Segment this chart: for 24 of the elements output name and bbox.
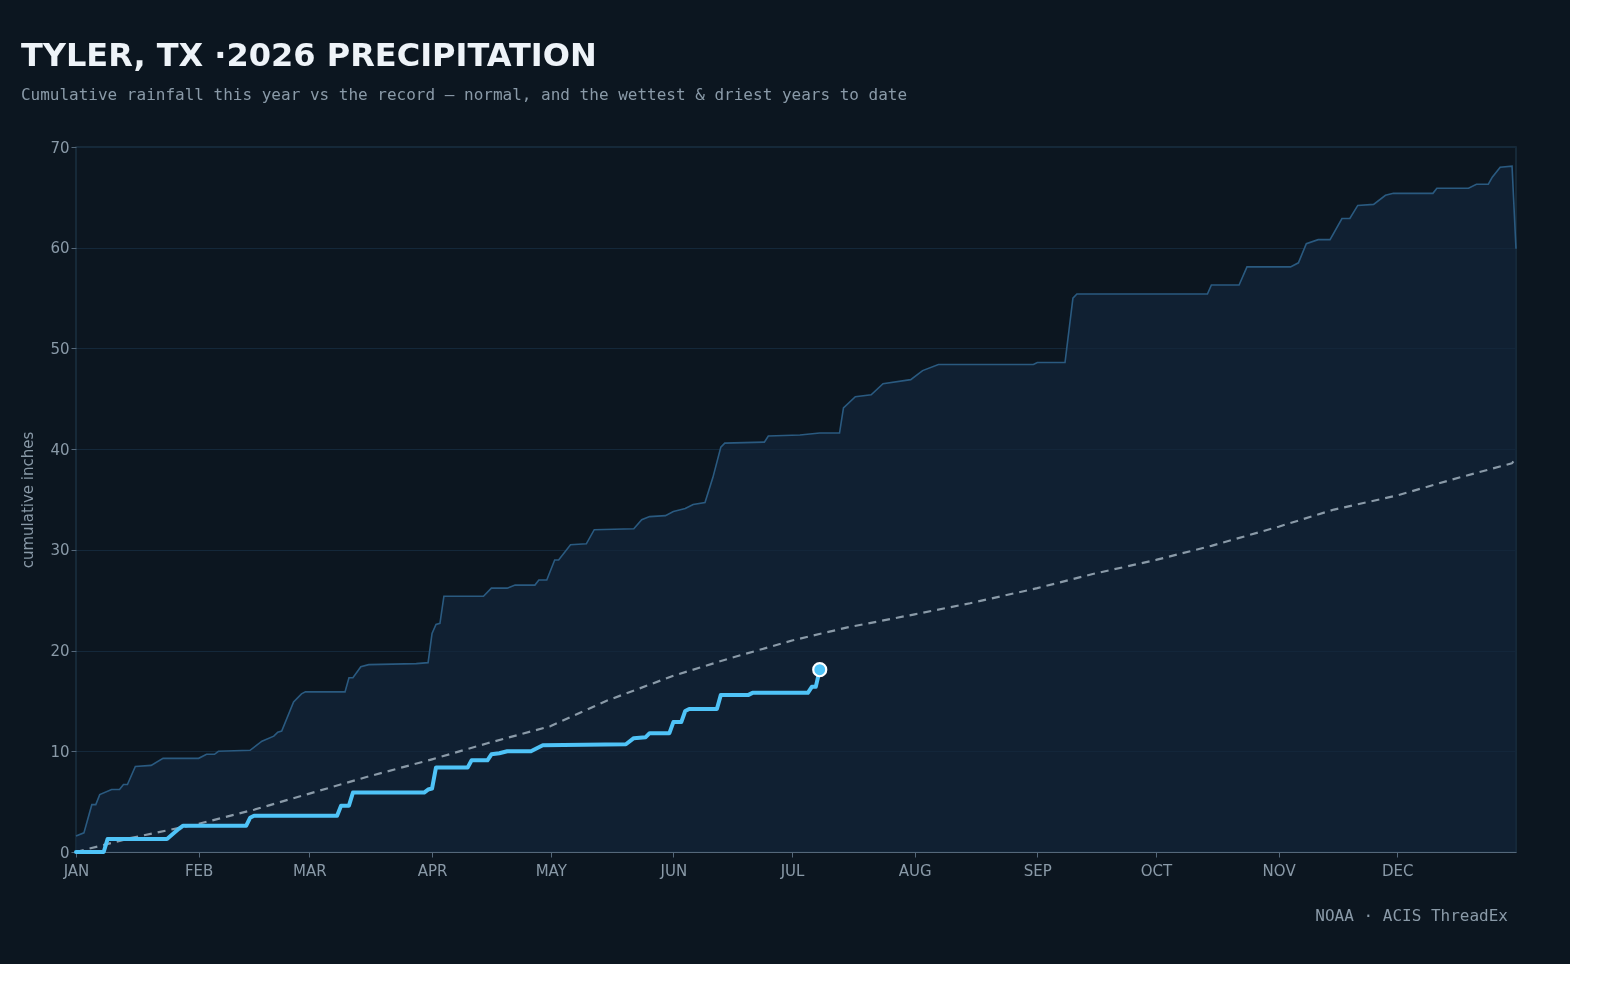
chart-subtitle: Cumulative rainfall this year vs the record — normal, and the wettest & driest years to date: [20, 85, 908, 104]
y-tick-label: 40: [50, 440, 70, 459]
text: NOAA · ACIS ThreadEx: [1315, 906, 1509, 925]
x-tick-label: NOV: [1262, 861, 1297, 880]
chart-title: TYLER, TX ·2026 PRECIPITATION: [20, 36, 597, 74]
x-tick-label: DEC: [1382, 861, 1414, 880]
x-tick-label: JUN: [659, 861, 688, 880]
y-tick-label: 0: [59, 843, 70, 862]
y-tick-label: 10: [50, 742, 70, 761]
x-tick-label: OCT: [1140, 861, 1174, 880]
x-tick-label: AUG: [898, 861, 932, 880]
y-tick-label: 70: [50, 138, 70, 157]
x-tick-label: FEB: [184, 861, 214, 880]
x-tick-label: JAN: [62, 861, 90, 880]
x-tick-label: APR: [417, 861, 448, 880]
y-tick-label: 60: [50, 239, 70, 258]
x-tick-label: SEP: [1023, 861, 1052, 880]
y-axis-title: cumulative inches: [19, 431, 38, 569]
y-tick-label: 20: [50, 642, 70, 661]
x-tick-label: JUL: [779, 861, 806, 880]
y-tick-label: 30: [50, 541, 70, 560]
y-tick-label: 50: [50, 339, 70, 358]
x-tick-label: MAY: [535, 861, 568, 880]
x-tick-label: MAR: [293, 861, 327, 880]
